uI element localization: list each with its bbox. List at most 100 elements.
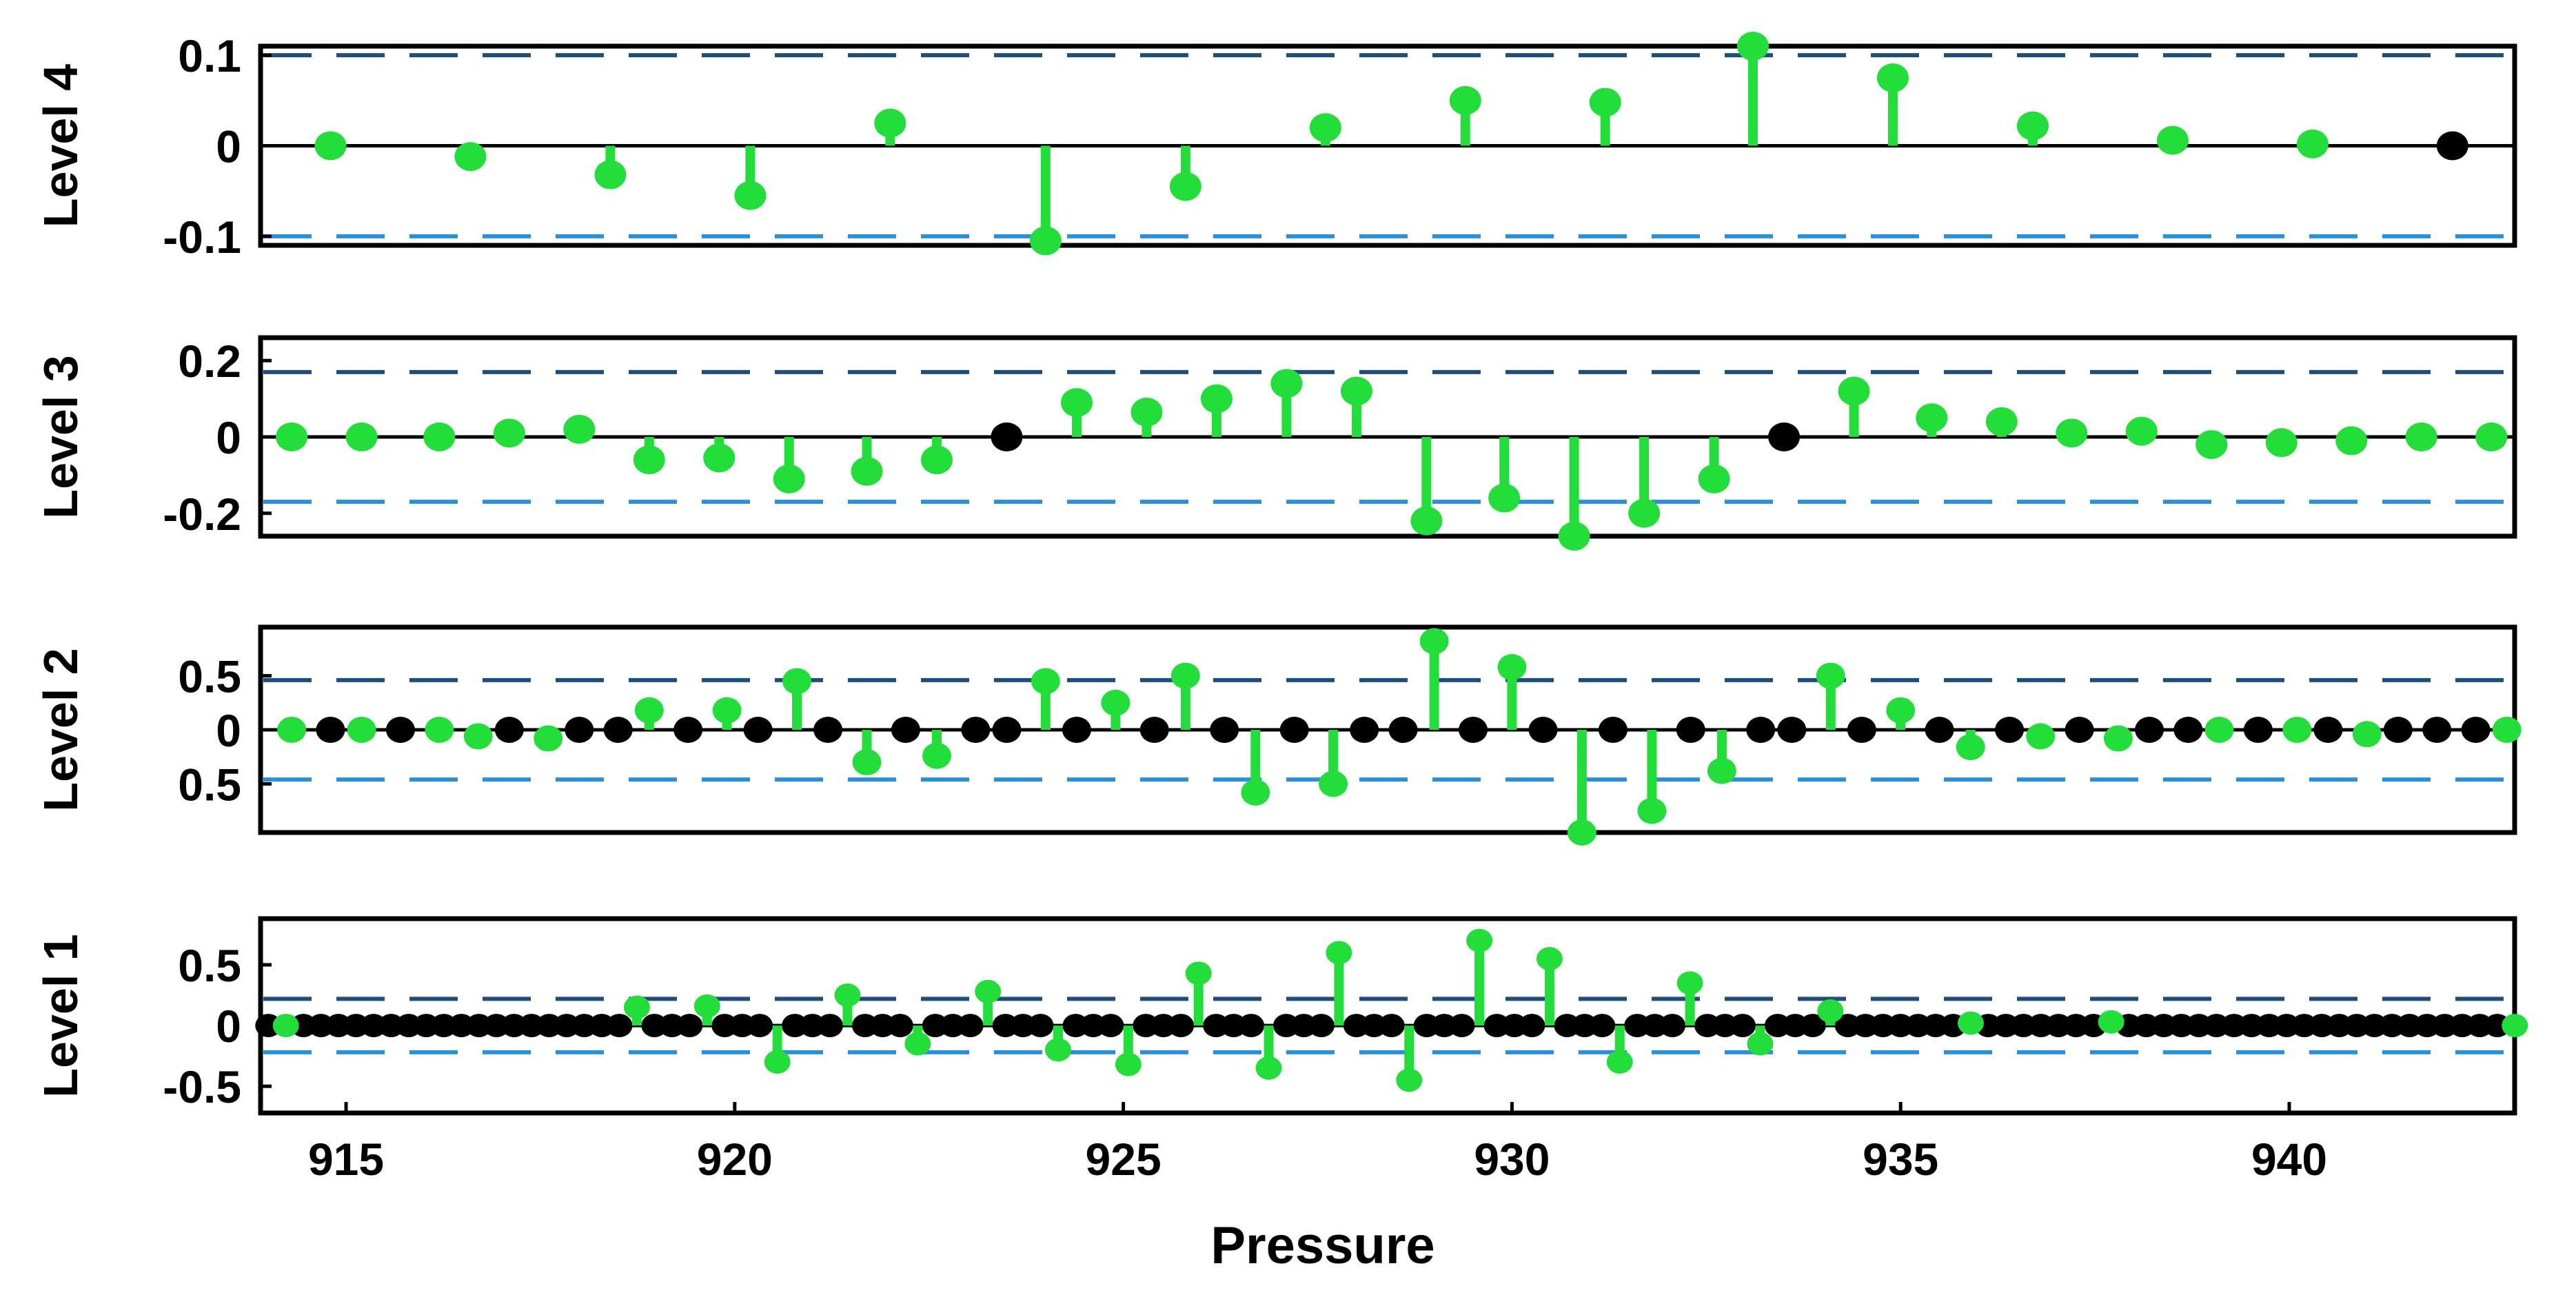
- stem-marker-significant: [2056, 418, 2088, 448]
- x-tick-label: 940: [2251, 1134, 2327, 1185]
- stem-marker: [1388, 717, 1418, 743]
- stem-marker-significant: [1031, 668, 1060, 695]
- x-axis: 915 920 925 930 935 940: [308, 1102, 2327, 1185]
- stem-marker: [2313, 717, 2343, 743]
- stem-marker-significant: [1606, 1050, 1633, 1074]
- stem-marker-significant: [703, 443, 736, 473]
- stem-marker-significant: [2265, 428, 2298, 458]
- stem-marker: [1139, 717, 1169, 743]
- stem-marker: [1097, 1014, 1124, 1038]
- stem-marker: [606, 1014, 633, 1038]
- stem-marker-significant: [1876, 63, 1909, 92]
- stem-marker-significant: [782, 668, 812, 695]
- stem-marker: [1350, 717, 1379, 743]
- stem-marker-significant: [921, 445, 953, 475]
- stem-marker-significant: [1985, 407, 2018, 436]
- stem-marker: [2461, 717, 2491, 743]
- y-tick-label: 0: [216, 1001, 241, 1052]
- stem-marker-significant: [1838, 376, 1870, 406]
- stem-marker-significant: [563, 414, 596, 444]
- stem-marker-significant: [1449, 85, 1481, 115]
- stem-marker-significant: [1270, 369, 1303, 398]
- x-tick-label: 930: [1474, 1134, 1550, 1185]
- stem-marker: [1799, 1014, 1826, 1038]
- y-axis-label: Level 1: [34, 934, 88, 1097]
- stem-marker-significant: [1817, 999, 1844, 1023]
- stem-marker-significant: [834, 983, 861, 1008]
- stem-marker-significant: [1957, 1011, 1984, 1035]
- y-tick-label: 0: [216, 412, 241, 463]
- y-tick-label: 0.5: [178, 651, 241, 702]
- stem-marker-significant: [1241, 779, 1270, 806]
- stem-marker: [1210, 717, 1239, 743]
- stem-marker: [316, 717, 345, 743]
- stem-marker-significant: [1185, 961, 1212, 985]
- stem-marker: [2383, 717, 2413, 743]
- stem-marker-significant: [1419, 628, 1449, 655]
- panel-level-3: 0.2 0 -0.2 Level 3: [34, 335, 2517, 551]
- stem-marker-significant: [1170, 662, 1200, 689]
- stem-marker: [961, 717, 991, 743]
- stem-marker-significant: [852, 749, 882, 776]
- y-tick-label: 0.5: [178, 759, 241, 810]
- stem-marker-significant: [1115, 1052, 1142, 1076]
- stem-marker: [603, 717, 633, 743]
- stem-marker-significant: [734, 181, 767, 210]
- y-tick-label: 0: [216, 121, 241, 172]
- stem-marker-significant: [1747, 1032, 1774, 1056]
- stem-marker-significant: [534, 725, 563, 752]
- stem-marker-significant: [1326, 941, 1352, 965]
- stem-marker: [2243, 717, 2273, 743]
- stem-marker: [891, 717, 920, 743]
- stem-marker-significant: [1340, 376, 1372, 406]
- y-tick-label: -0.1: [163, 212, 241, 263]
- stem-marker-significant: [1637, 797, 1667, 824]
- stem-marker: [743, 717, 773, 743]
- stem-marker-significant: [1707, 757, 1736, 784]
- panel-level-4: 0.1 0 -0.1 Level 4: [34, 30, 2517, 263]
- stem-marker: [817, 1014, 844, 1038]
- stem-marker: [1599, 717, 1627, 743]
- stem-marker: [1659, 1014, 1686, 1038]
- stem-marker-significant: [1628, 498, 1661, 528]
- stem-marker-significant: [423, 422, 456, 451]
- stem-marker: [673, 717, 703, 743]
- stem-marker-significant: [2335, 426, 2368, 456]
- stem-marker: [813, 717, 843, 743]
- stem-marker-significant: [277, 717, 307, 743]
- stem-marker-significant: [1886, 697, 1916, 724]
- stem-marker-significant: [1101, 689, 1130, 716]
- stem-marker-significant: [1255, 1056, 1282, 1080]
- stem-marker-significant: [2492, 717, 2522, 743]
- stem-marker-significant: [2026, 723, 2056, 750]
- stem-marker: [2422, 717, 2452, 743]
- stem-marker-significant: [463, 723, 493, 750]
- stem-marker-significant: [1410, 506, 1443, 535]
- stem-marker: [1777, 717, 1807, 743]
- stem-marker-significant: [904, 1032, 931, 1056]
- y-tick-label: -0.2: [163, 489, 241, 540]
- stem-marker-significant: [1816, 662, 1845, 689]
- y-axis-label: Level 2: [34, 648, 88, 811]
- stem-marker: [1589, 1014, 1616, 1038]
- stem-marker-significant: [347, 717, 376, 743]
- stem-marker-significant: [594, 160, 627, 190]
- stem-marker-significant: [1466, 928, 1493, 952]
- stem-marker: [1768, 422, 1801, 451]
- stem-marker-significant: [693, 994, 720, 1018]
- stem-marker-significant: [1956, 734, 1985, 761]
- stem-marker-significant: [2475, 422, 2508, 451]
- stem-marker-significant: [272, 1014, 299, 1038]
- stem-marker-significant: [1676, 971, 1703, 995]
- stem-marker-significant: [493, 418, 525, 448]
- y-axis-label: Level 4: [34, 64, 88, 227]
- stem-marker: [886, 1014, 913, 1038]
- stem-marker-significant: [1567, 819, 1596, 846]
- stem-marker-significant: [345, 422, 378, 451]
- stem-marker-significant: [1536, 947, 1563, 971]
- stem-marker-significant: [314, 131, 347, 161]
- stem-marker: [2135, 717, 2164, 743]
- stem-marker-significant: [2204, 717, 2234, 743]
- stem-marker-significant: [634, 697, 664, 724]
